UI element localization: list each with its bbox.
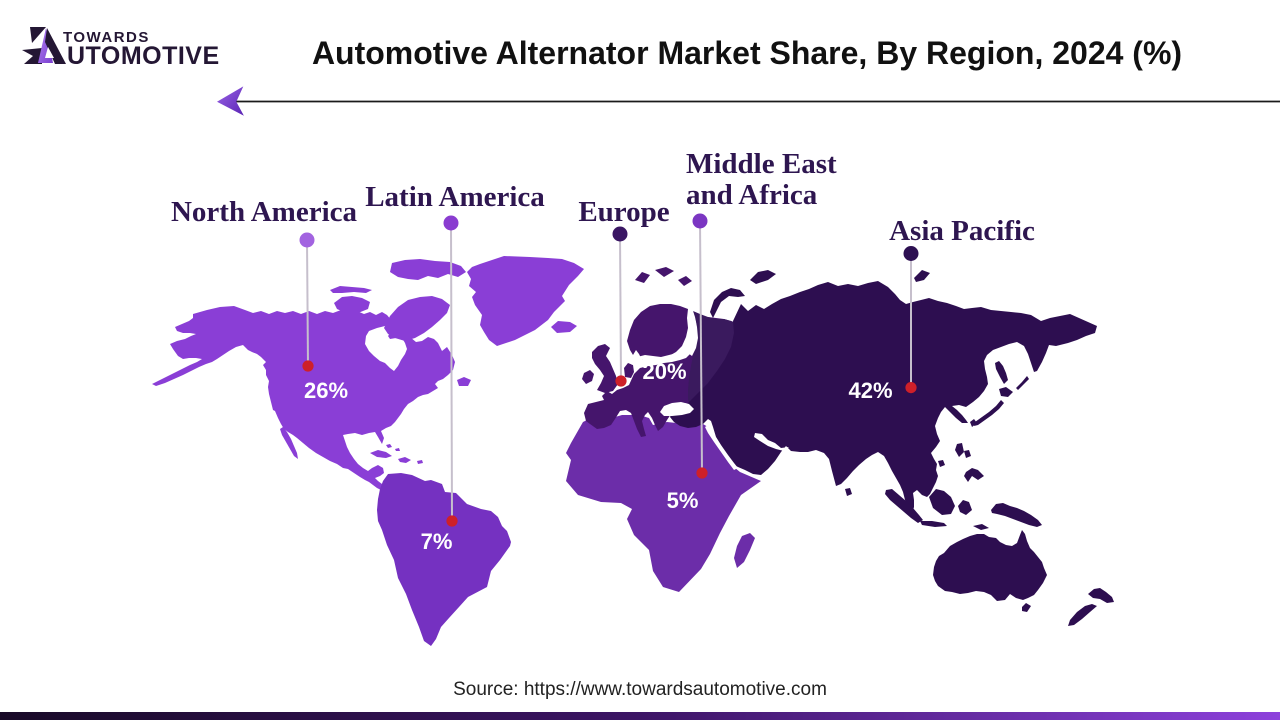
svg-text:Europe: Europe [578, 196, 669, 228]
svg-text:Asia Pacific: Asia Pacific [889, 215, 1035, 247]
svg-text:North America: North America [171, 196, 358, 228]
svg-text:20%: 20% [642, 359, 686, 384]
svg-text:Automotive Alternator Market S: Automotive Alternator Market Share, By R… [312, 35, 1182, 71]
svg-text:42%: 42% [848, 378, 892, 403]
svg-text:UTOMOTIVE: UTOMOTIVE [67, 42, 220, 70]
svg-text:TOWARDS: TOWARDS [63, 29, 150, 46]
svg-text:7%: 7% [421, 529, 453, 554]
svg-text:and Africa: and Africa [686, 179, 818, 211]
svg-text:26%: 26% [304, 378, 348, 403]
svg-text:Latin America: Latin America [365, 181, 545, 213]
svg-text:5%: 5% [667, 488, 699, 513]
svg-text:Source: https://www.towardsaut: Source: https://www.towardsautomotive.co… [453, 679, 827, 700]
svg-text:Middle East: Middle East [686, 148, 837, 180]
